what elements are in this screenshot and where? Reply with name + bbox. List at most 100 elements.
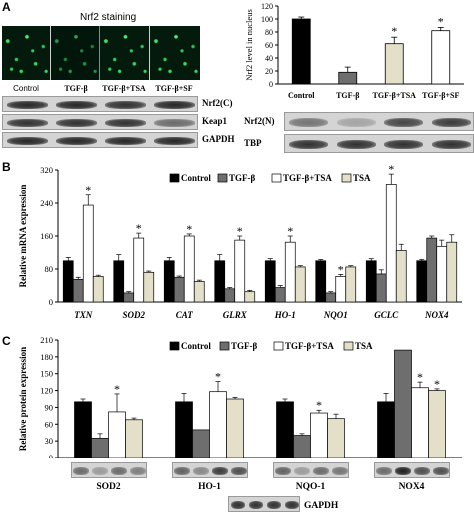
bar <box>291 18 311 85</box>
western-blot-keap1 <box>2 114 198 130</box>
x-tick-label: CAT <box>176 310 194 320</box>
blot-band <box>294 467 310 475</box>
western-blot-nqo-1 <box>272 462 349 478</box>
bar <box>284 241 296 303</box>
bar <box>133 237 145 303</box>
legend-swatch <box>169 173 180 183</box>
staining-title: Nrf2 staining <box>80 12 137 23</box>
blot-band <box>289 117 329 128</box>
blot-band <box>105 101 146 109</box>
y-axis-label: Relative protein expression <box>18 347 28 451</box>
western-blot-nox4 <box>373 462 450 478</box>
blot-label: Nrf2(N) <box>244 115 275 126</box>
bar <box>62 260 74 303</box>
y-tick-label: 120 <box>261 2 273 11</box>
lane-label: TGF-β+TSA <box>102 84 146 93</box>
blot-band <box>248 501 264 509</box>
bar <box>214 260 226 303</box>
x-tick-label: TGF-β+TSA <box>373 91 417 100</box>
bar <box>294 266 306 303</box>
legend-swatch <box>217 173 228 183</box>
bar <box>411 387 429 458</box>
bar <box>173 276 185 303</box>
significance-star: * <box>434 377 440 391</box>
bar <box>92 276 104 303</box>
bar <box>431 30 451 85</box>
legend-label: Control <box>181 173 211 183</box>
bar <box>74 401 92 458</box>
bar <box>123 292 135 303</box>
bar <box>375 273 387 303</box>
blot-band <box>433 467 449 475</box>
bar <box>192 429 210 458</box>
blot-band <box>154 101 195 109</box>
significance-star: * <box>391 24 397 38</box>
significance-star: * <box>85 183 91 197</box>
x-tick-label: GLRX <box>223 310 248 320</box>
blot-band <box>7 101 48 109</box>
bar <box>183 235 195 303</box>
x-tick-label: TGF-β+SF <box>422 91 459 100</box>
western-blot-nrf2-n- <box>284 112 474 131</box>
blot-band <box>384 117 424 128</box>
y-tick-label: 320 <box>40 165 53 175</box>
legend-swatch <box>273 341 284 351</box>
blot-band <box>376 467 392 475</box>
panel-a-letter: A <box>2 0 11 14</box>
bar <box>91 437 109 458</box>
lane-label: TGF-β <box>64 84 88 93</box>
western-blot-gapdh <box>2 132 198 148</box>
y-axis-label: Nrf2 level in nucleus <box>244 9 254 81</box>
bar <box>325 292 337 303</box>
significance-star: * <box>338 262 344 276</box>
bar <box>175 401 193 458</box>
legend-label: TGF-β <box>231 341 257 351</box>
x-tick-label: TXN <box>74 310 93 320</box>
western-blot-nrf2-c- <box>2 96 198 112</box>
bar <box>234 239 246 303</box>
y-tick-label: 30 <box>45 436 54 446</box>
y-tick-label: 40 <box>265 54 273 63</box>
legend-label: TGF-β <box>229 173 255 183</box>
blot-band <box>56 119 97 127</box>
western-blot-tbp <box>284 134 474 153</box>
blot-label: NOX4 <box>398 482 425 492</box>
y-tick-label: 0 <box>49 297 53 307</box>
bar <box>244 291 256 303</box>
bar <box>385 184 397 303</box>
y-tick-label: 60 <box>45 419 54 429</box>
blot-band <box>431 117 471 128</box>
bar <box>315 260 327 303</box>
legend-swatch <box>219 341 230 351</box>
legend-swatch <box>271 173 282 183</box>
bar <box>345 266 357 303</box>
bar <box>163 260 175 303</box>
legend-swatch <box>341 173 352 183</box>
blot-label: GAPDH <box>304 501 339 511</box>
significance-star: * <box>186 222 192 236</box>
blot-band <box>212 467 228 475</box>
y-tick-label: 120 <box>40 386 53 396</box>
y-tick-label: 80 <box>45 264 54 274</box>
y-tick-label: 160 <box>40 231 53 241</box>
bar <box>395 250 407 303</box>
blot-band <box>154 119 195 127</box>
x-tick-label: HO-1 <box>274 310 296 320</box>
western-blot-sod2 <box>70 462 147 478</box>
bar <box>125 419 143 458</box>
blot-label: HO-1 <box>198 482 221 492</box>
bar <box>209 391 227 458</box>
blot-band <box>431 139 471 150</box>
lane-label: Control <box>13 84 39 93</box>
microscopy-strip <box>2 26 200 100</box>
bar <box>428 390 446 458</box>
bar <box>416 260 428 303</box>
blot-label: GAPDH <box>202 134 235 144</box>
blot-band <box>193 467 209 475</box>
blot-band <box>414 467 430 475</box>
y-tick-label: 0 <box>49 453 53 458</box>
blot-band <box>92 467 108 475</box>
y-tick-label: 20 <box>265 67 273 76</box>
significance-star: * <box>136 221 142 235</box>
microscopy-image-tgf-tsa <box>100 26 150 80</box>
